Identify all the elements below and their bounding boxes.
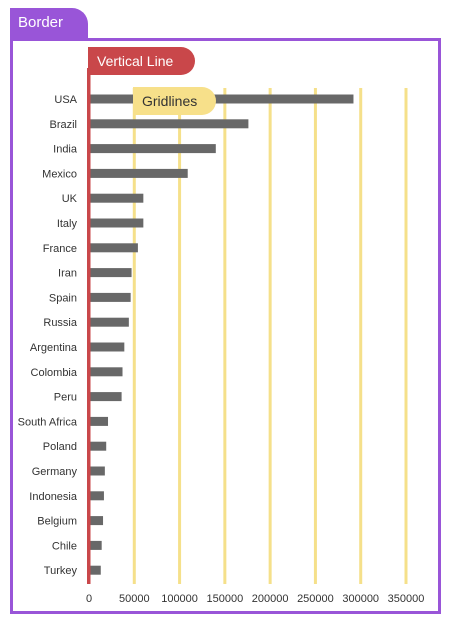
gridline-3 xyxy=(223,88,227,584)
bar-18 xyxy=(89,540,102,550)
gridline-2 xyxy=(178,88,182,584)
vertical-line-callout-bg xyxy=(88,47,195,75)
bar-19 xyxy=(89,565,101,575)
x-tick-label-7: 350000 xyxy=(388,593,425,605)
bar-6 xyxy=(89,243,138,253)
bar-9 xyxy=(89,317,129,327)
category-label-5: Italy xyxy=(57,218,78,230)
category-label-2: India xyxy=(53,144,78,156)
category-label-15: Germany xyxy=(32,466,78,478)
bar-17 xyxy=(89,516,104,526)
bar-16 xyxy=(89,491,104,501)
bar-8 xyxy=(89,292,131,302)
x-tick-label-3: 150000 xyxy=(206,593,243,605)
category-label-9: Russia xyxy=(43,317,78,329)
bar-11 xyxy=(89,367,123,377)
bar-7 xyxy=(89,268,132,278)
bars xyxy=(89,94,354,575)
gridlines-callout: Gridlines xyxy=(133,87,216,115)
category-label-6: France xyxy=(43,243,77,255)
gridlines-callout-bg xyxy=(133,87,216,115)
x-tick-labels: 0 50000 100000 150000 200000 250000 300000 3500… xyxy=(86,593,424,605)
bar-13 xyxy=(89,416,109,426)
category-labels: USA Brazil India Mexico UK Italy France Iran Spa… xyxy=(18,94,78,577)
gridline-5 xyxy=(313,88,317,584)
gridline-6 xyxy=(359,88,363,584)
category-label-1: Brazil xyxy=(49,119,77,131)
border-annotation-tab: Border xyxy=(10,8,88,40)
vertical-line-callout-label: Vertical Line xyxy=(97,53,173,69)
bar-10 xyxy=(89,342,125,352)
x-tick-label-1: 50000 xyxy=(119,593,150,605)
category-label-8: Spain xyxy=(49,292,77,304)
category-label-3: Mexico xyxy=(42,168,77,180)
bar-5 xyxy=(89,218,144,228)
border-annotation-label: Border xyxy=(18,14,64,31)
category-label-14: Poland xyxy=(43,441,77,453)
x-tick-label-4: 200000 xyxy=(252,593,289,605)
category-label-13: South Africa xyxy=(18,416,78,428)
bar-3 xyxy=(89,168,188,178)
gridline-4 xyxy=(268,88,272,584)
category-label-12: Peru xyxy=(54,392,77,404)
gridlines xyxy=(132,88,408,584)
x-tick-label-2: 100000 xyxy=(161,593,198,605)
category-label-17: Belgium xyxy=(37,516,77,528)
bar-2 xyxy=(89,144,216,154)
category-label-16: Indonesia xyxy=(29,491,78,503)
category-label-0: USA xyxy=(54,94,77,106)
bar-0 xyxy=(89,94,354,104)
category-label-18: Chile xyxy=(52,540,77,552)
x-tick-label-5: 250000 xyxy=(297,593,334,605)
bar-15 xyxy=(89,466,105,476)
bar-1 xyxy=(89,119,249,129)
category-label-10: Argentina xyxy=(30,342,78,354)
category-label-4: UK xyxy=(62,193,78,205)
bar-12 xyxy=(89,392,122,402)
vertical-line-callout: Vertical Line xyxy=(88,47,195,75)
category-label-19: Turkey xyxy=(44,565,78,577)
gridlines-callout-label: Gridlines xyxy=(142,93,197,109)
category-label-7: Iran xyxy=(58,268,77,280)
bar-14 xyxy=(89,441,107,451)
vertical-axis-line xyxy=(87,68,91,584)
x-tick-label-0: 0 xyxy=(86,593,92,605)
category-label-11: Colombia xyxy=(31,367,78,379)
gridline-7 xyxy=(404,88,408,584)
x-tick-label-6: 300000 xyxy=(342,593,379,605)
gridline-1 xyxy=(132,88,136,584)
bar-4 xyxy=(89,193,144,203)
